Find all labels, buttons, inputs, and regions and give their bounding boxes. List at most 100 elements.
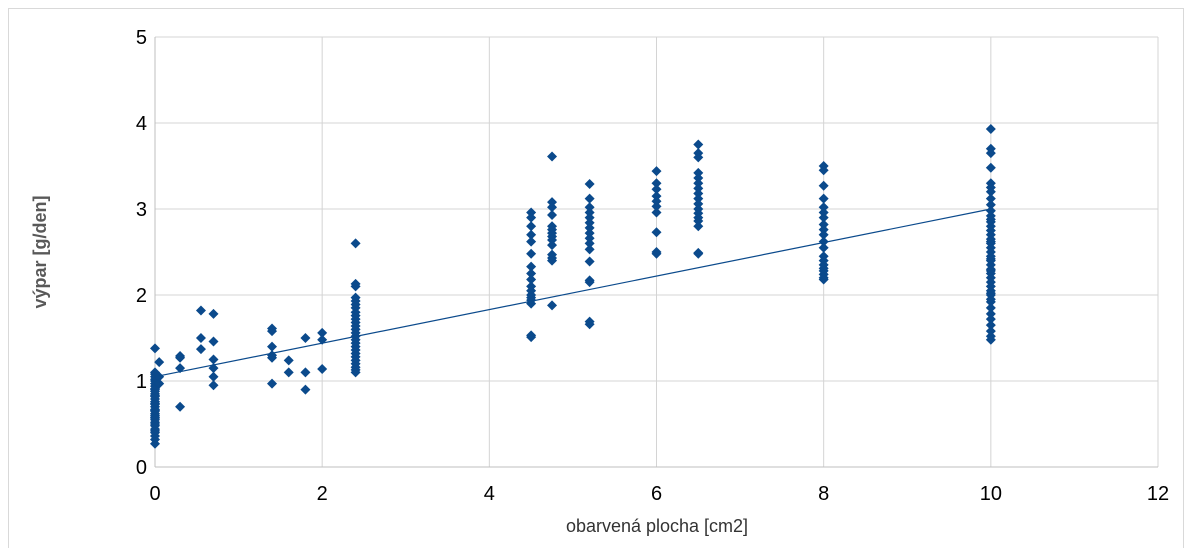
data-point: [693, 198, 704, 209]
data-point: [526, 212, 537, 223]
data-point: [985, 302, 996, 313]
data-point: [584, 319, 595, 330]
data-point: [350, 367, 361, 378]
data-point: [651, 184, 662, 195]
x-tick-labels: 0 2 4 6 8 10 12: [149, 483, 1169, 505]
data-point: [985, 265, 996, 276]
data-point: [584, 193, 595, 204]
x-axis-label: obarvená plocha [cm2]: [566, 516, 748, 536]
data-point: [985, 193, 996, 204]
data-point: [150, 405, 160, 416]
data-point: [283, 355, 294, 366]
data-point: [150, 398, 160, 409]
data-point: [693, 167, 704, 178]
data-point: [267, 352, 278, 363]
data-point: [985, 148, 996, 159]
x-tick-label: 0: [149, 483, 160, 505]
x-tick-label: 10: [980, 483, 1002, 505]
data-point: [818, 212, 829, 223]
data-point: [150, 384, 160, 395]
data-point: [818, 219, 829, 230]
data-point: [693, 178, 704, 189]
data-point: [150, 390, 160, 401]
data-point: [283, 367, 294, 378]
data-point: [584, 228, 595, 239]
data-point: [985, 334, 996, 345]
data-point: [985, 199, 996, 210]
data-point: [584, 179, 595, 190]
data-point: [584, 233, 595, 244]
y-tick-label: 2: [136, 285, 147, 307]
grid-lines: [154, 36, 1159, 468]
data-point: [651, 227, 662, 238]
data-point: [195, 305, 206, 316]
data-point: [267, 326, 278, 337]
data-point: [651, 207, 662, 218]
data-point: [150, 425, 160, 436]
data-point: [584, 212, 595, 223]
data-point: [584, 222, 595, 233]
data-point: [547, 202, 558, 213]
data-point: [547, 300, 558, 311]
data-point: [818, 193, 829, 204]
data-point: [693, 188, 704, 199]
y-tick-label: 1: [136, 371, 147, 393]
data-point: [150, 343, 160, 354]
data-point: [526, 221, 537, 232]
data-point: [175, 401, 186, 412]
data-point: [985, 162, 996, 173]
y-tick-label: 4: [136, 113, 147, 135]
data-point: [154, 378, 165, 389]
data-point: [818, 165, 829, 176]
data-point: [208, 308, 219, 319]
data-point: [985, 288, 996, 299]
data-point: [584, 256, 595, 267]
data-point: [195, 344, 206, 355]
x-tick-label: 4: [484, 483, 495, 505]
x-tick-label: 12: [1147, 483, 1169, 505]
data-point: [526, 261, 537, 272]
data-point: [547, 197, 558, 208]
x-tick-label: 8: [818, 483, 829, 505]
data-point: [651, 178, 662, 189]
data-points: [150, 124, 996, 449]
data-point: [651, 191, 662, 202]
data-point: [195, 333, 206, 343]
data-point: [526, 274, 537, 285]
data-point: [818, 180, 829, 191]
data-point: [651, 248, 662, 259]
data-point: [300, 333, 311, 343]
data-point: [208, 336, 219, 347]
data-point: [693, 152, 704, 163]
data-point: [693, 183, 704, 194]
y-tick-labels: 0 1 2 3 4 5: [136, 27, 147, 479]
y-axis-label: výpar [g/den]: [30, 195, 50, 308]
data-point: [584, 202, 595, 213]
data-point: [350, 281, 361, 292]
data-point: [693, 216, 704, 227]
data-point: [985, 124, 996, 135]
data-point: [818, 242, 829, 253]
data-point: [818, 202, 829, 213]
x-tick-label: 2: [317, 483, 328, 505]
data-point: [208, 371, 219, 382]
data-point: [300, 384, 311, 395]
data-point: [547, 234, 558, 245]
data-point: [985, 308, 996, 319]
data-point: [317, 327, 328, 338]
data-point: [208, 380, 219, 391]
data-point: [818, 207, 829, 218]
data-point: [985, 205, 996, 216]
data-point: [985, 214, 996, 225]
data-point: [584, 238, 595, 249]
data-point: [267, 341, 278, 352]
data-point: [350, 238, 361, 249]
data-point: [526, 248, 537, 259]
data-point: [300, 367, 311, 378]
data-point: [547, 240, 558, 251]
data-point: [818, 229, 829, 240]
data-point: [985, 320, 996, 331]
data-point: [150, 412, 160, 423]
data-point: [267, 378, 278, 389]
